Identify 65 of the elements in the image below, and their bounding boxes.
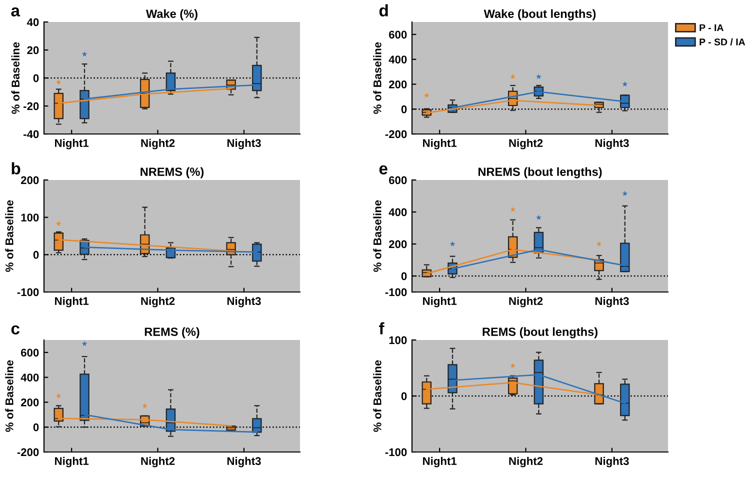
y-tick-label: 0 (33, 74, 39, 82)
y-tick-label: 600 (389, 30, 407, 39)
y-tick-label: -200 (17, 448, 39, 456)
y-tick-label: 0 (33, 423, 39, 432)
x-tick-label: Night1 (55, 296, 89, 308)
y-tick-label: 600 (21, 348, 39, 357)
x-tick-label: Night3 (227, 296, 261, 308)
chart-title: Wake (bout lengths) (484, 9, 596, 20)
legend-label: P - SD / IA (700, 38, 746, 46)
x-tick-label: Night2 (141, 456, 175, 468)
y-tick-label: 20 (27, 46, 39, 54)
y-tick-label: -100 (385, 448, 407, 456)
y-tick-label: -100 (17, 288, 39, 296)
y-tick-label: -40 (24, 130, 39, 138)
text: e (379, 165, 388, 174)
x-tick-label: Night1 (423, 138, 457, 150)
chart-title: REMS (%) (144, 327, 200, 338)
y-tick-label: 40 (26, 18, 39, 26)
chart-title: REMS (bout lengths) (482, 327, 598, 338)
y-tick-label: -100 (385, 288, 407, 296)
y-tick-label: 0 (401, 392, 407, 400)
text: a (11, 7, 20, 16)
y-tick-label: 400 (388, 56, 407, 64)
text: f (379, 322, 384, 334)
x-tick-label: Night2 (141, 296, 175, 308)
y-tick-label: 200 (388, 240, 407, 248)
y-tick-label: 0 (401, 272, 407, 280)
y-axis-title: % of Baseline (5, 200, 14, 272)
x-tick-label: Night2 (509, 138, 543, 150)
y-axis-title: % of Baseline (373, 42, 382, 114)
y-tick-label: -20 (24, 102, 39, 110)
legend-label: P - IA (700, 24, 724, 32)
y-tick-label: 400 (20, 374, 39, 382)
text: d (379, 4, 388, 16)
y-tick-label: 0 (33, 250, 39, 259)
x-tick-label: Night3 (595, 296, 629, 308)
y-axis-title: % of Baseline (5, 360, 14, 432)
x-tick-label: Night1 (423, 296, 457, 308)
x-tick-label: Night2 (509, 296, 543, 308)
y-tick-label: 400 (388, 208, 407, 216)
text: c (11, 325, 20, 334)
y-tick-label: -200 (385, 130, 407, 138)
x-tick-label: Night3 (227, 456, 261, 468)
chart-title: NREMS (bout lengths) (478, 167, 602, 178)
y-axis-title: % of Baseline (373, 360, 382, 432)
y-axis-title: % of Baseline (11, 42, 20, 114)
y-tick-label: 200 (20, 398, 39, 406)
y-tick-label: 200 (20, 176, 39, 184)
y-axis-title: % of Baseline (373, 200, 382, 272)
y-tick-label: 100 (21, 214, 39, 222)
x-tick-label: Night3 (227, 138, 261, 150)
y-tick-label: 0 (401, 105, 407, 114)
x-tick-label: Night1 (423, 456, 457, 468)
x-tick-label: Night3 (595, 138, 629, 150)
x-tick-label: Night1 (55, 138, 89, 150)
chart-title: NREMS (%) (140, 167, 204, 178)
y-tick-label: 100 (389, 336, 407, 344)
y-tick-label: 600 (389, 176, 407, 184)
x-tick-label: Night1 (55, 456, 89, 468)
chart-title: Wake (%) (146, 9, 198, 20)
x-tick-label: Night3 (595, 456, 629, 468)
y-tick-label: 200 (388, 80, 407, 88)
text: b (12, 162, 20, 174)
x-tick-label: Night2 (509, 456, 543, 468)
x-tick-label: Night2 (141, 138, 175, 150)
